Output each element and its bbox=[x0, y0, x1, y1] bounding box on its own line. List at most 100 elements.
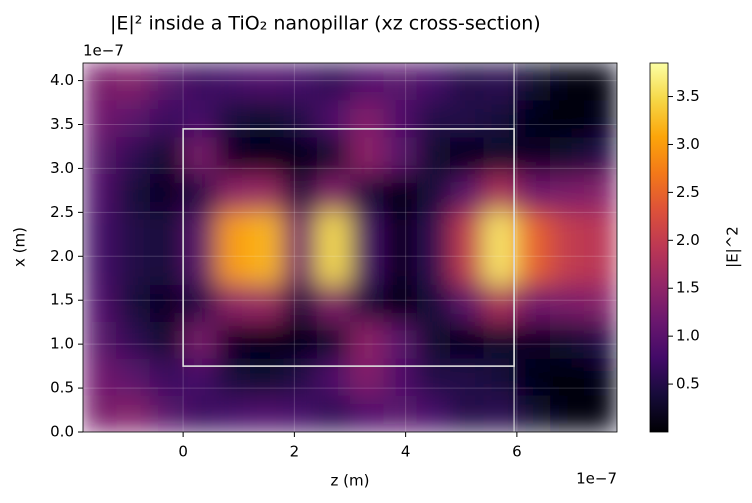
heatmap-clip bbox=[83, 63, 617, 432]
heat-cell bbox=[216, 284, 251, 322]
heat-cell bbox=[183, 136, 217, 175]
y-tick-label: 1.0 bbox=[50, 335, 74, 353]
heat-cell bbox=[316, 395, 351, 432]
heat-cell bbox=[283, 321, 318, 359]
heat-cell bbox=[116, 321, 151, 359]
heat-cell bbox=[516, 395, 551, 432]
heat-cell bbox=[116, 395, 151, 432]
heat-cell bbox=[550, 136, 585, 175]
colorbar-tick-label: 2.0 bbox=[676, 231, 700, 249]
heat-cell bbox=[450, 321, 484, 359]
heat-cell bbox=[249, 99, 284, 138]
heat-cell bbox=[583, 210, 617, 248]
heat-cell bbox=[83, 395, 117, 432]
colorbar-tick-label: 1.0 bbox=[676, 327, 700, 345]
heat-cell bbox=[149, 173, 184, 212]
heat-cell bbox=[149, 99, 184, 138]
colorbar-tick-label: 1.5 bbox=[676, 279, 700, 297]
heat-cell bbox=[249, 358, 284, 396]
y-tick-label: 2.5 bbox=[50, 203, 74, 221]
heat-cell bbox=[249, 284, 284, 322]
heat-cell bbox=[83, 63, 117, 101]
x-tick-label: 2 bbox=[290, 443, 300, 461]
y-tick-label: 4.0 bbox=[50, 71, 74, 89]
heat-cell bbox=[83, 358, 117, 396]
heat-cell bbox=[450, 63, 484, 101]
heat-cell bbox=[416, 284, 451, 322]
heat-cell bbox=[283, 99, 318, 138]
heat-cell bbox=[216, 136, 251, 175]
heat-cell bbox=[383, 99, 418, 138]
x-tick-label: 0 bbox=[178, 443, 188, 461]
x-tick-label: 4 bbox=[401, 443, 411, 461]
heat-cell bbox=[550, 284, 585, 322]
x-offset-label: 1e−7 bbox=[576, 470, 617, 488]
heat-cell bbox=[283, 63, 318, 101]
heat-cell bbox=[183, 210, 217, 248]
heat-cell bbox=[383, 321, 418, 359]
heat-cell bbox=[550, 321, 585, 359]
heat-cell bbox=[216, 210, 251, 248]
heat-cell bbox=[416, 136, 451, 175]
heat-cell bbox=[550, 173, 585, 212]
heat-cell bbox=[516, 210, 551, 248]
heat-cell bbox=[216, 63, 251, 101]
heat-cell bbox=[450, 173, 484, 212]
heat-cell bbox=[249, 321, 284, 359]
y-axis-label: x (m) bbox=[11, 227, 29, 267]
heat-cell bbox=[149, 321, 184, 359]
heat-cell bbox=[416, 99, 451, 138]
heat-cell bbox=[116, 284, 151, 322]
heat-cell bbox=[216, 173, 251, 212]
colorbar-tick-label: 2.5 bbox=[676, 183, 700, 201]
colorbar-tick-label: 3.5 bbox=[676, 87, 700, 105]
heat-cell bbox=[316, 247, 351, 285]
heat-cell bbox=[483, 210, 518, 248]
heat-cell bbox=[416, 395, 451, 432]
heat-cell bbox=[316, 321, 351, 359]
heat-cell bbox=[83, 284, 117, 322]
x-axis-label: z (m) bbox=[331, 472, 370, 490]
heat-cell bbox=[450, 247, 484, 285]
heat-cell bbox=[450, 210, 484, 248]
heat-cell bbox=[550, 210, 585, 248]
heat-cell bbox=[183, 358, 217, 396]
heat-cell bbox=[283, 284, 318, 322]
heat-cell bbox=[350, 63, 384, 101]
heat-cell bbox=[149, 210, 184, 248]
heat-cell bbox=[383, 284, 418, 322]
heat-cell bbox=[383, 173, 418, 212]
heat-cell bbox=[216, 99, 251, 138]
heat-cell bbox=[483, 173, 518, 212]
heat-cell bbox=[316, 99, 351, 138]
heat-cell bbox=[483, 99, 518, 138]
y-tick-label: 0.5 bbox=[50, 379, 74, 397]
colorbar-tick-label: 3.0 bbox=[676, 135, 700, 153]
heat-cell bbox=[383, 63, 418, 101]
heat-cell bbox=[483, 247, 518, 285]
heat-cell bbox=[116, 173, 151, 212]
heat-cell bbox=[83, 247, 117, 285]
heat-cell bbox=[483, 136, 518, 175]
heat-cell bbox=[583, 63, 617, 101]
heat-cell bbox=[183, 395, 217, 432]
heat-cell bbox=[316, 358, 351, 396]
y-tick-label: 2.0 bbox=[50, 247, 74, 265]
heat-cell bbox=[383, 136, 418, 175]
heat-cell bbox=[149, 395, 184, 432]
heat-cell bbox=[416, 210, 451, 248]
heat-cell bbox=[350, 284, 384, 322]
heat-cell bbox=[416, 173, 451, 212]
heat-cell bbox=[350, 136, 384, 175]
heat-cell bbox=[483, 321, 518, 359]
plot-frame bbox=[82, 62, 618, 433]
heat-cell bbox=[116, 99, 151, 138]
heat-cell bbox=[550, 358, 585, 396]
heat-cell bbox=[183, 321, 217, 359]
heat-cell bbox=[516, 63, 551, 101]
y-tick-label: 3.5 bbox=[50, 115, 74, 133]
heat-cell bbox=[583, 395, 617, 432]
heat-cell bbox=[149, 284, 184, 322]
heat-cell bbox=[83, 210, 117, 248]
heat-cell bbox=[283, 173, 318, 212]
